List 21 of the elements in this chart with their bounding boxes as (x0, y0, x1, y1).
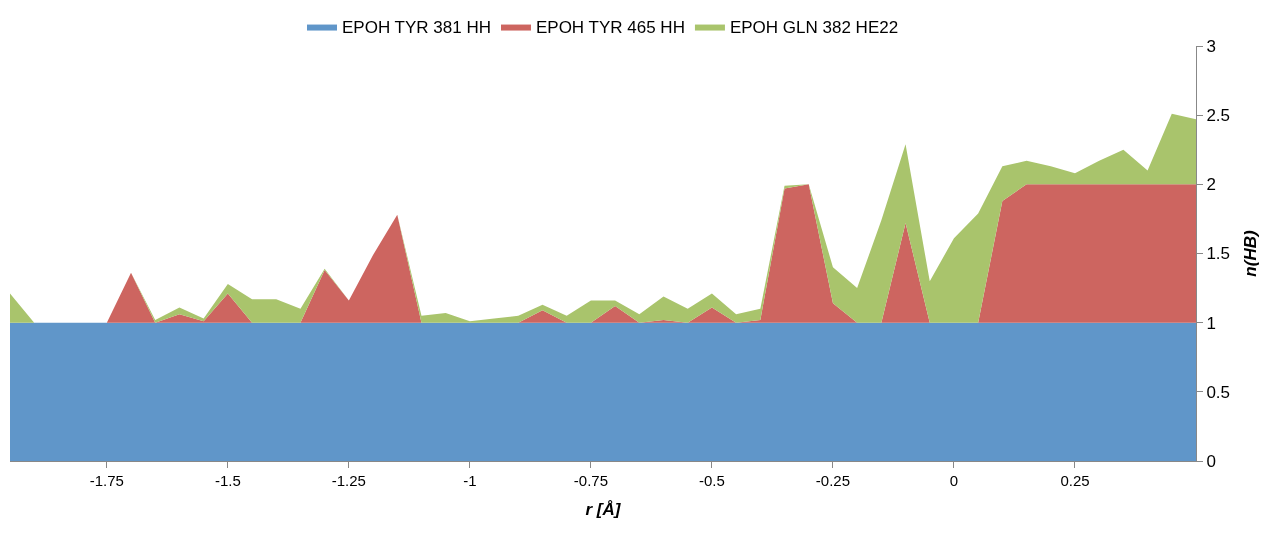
legend-label: EPOH TYR 465 HH (535, 18, 685, 38)
x-tick-label: -0.5 (698, 472, 725, 489)
x-tick-label: -1.25 (331, 472, 366, 489)
y-tick-label: 1 (1206, 313, 1216, 333)
y-tick-label: 0 (1206, 451, 1216, 471)
x-tick-label: -0.25 (815, 472, 851, 489)
y-tick-label: 2.5 (1206, 106, 1231, 126)
x-tick-label: 0 (949, 472, 959, 489)
legend-label: EPOH TYR 381 HH (342, 18, 491, 38)
x-tick-label: 0.25 (1060, 472, 1090, 489)
y-tick-label: 2 (1206, 175, 1216, 195)
x-axis-title: r [Å] (585, 500, 622, 520)
y-tick-label: 3 (1206, 36, 1216, 56)
y-tick-label: 0.5 (1206, 382, 1231, 402)
legend-label: EPOH GLN 382 HE22 (729, 18, 899, 38)
x-tick-label: -1 (463, 472, 477, 489)
x-tick-label: -1.5 (214, 472, 241, 489)
y-tick-label: 1.5 (1206, 244, 1231, 264)
x-tick-label: -0.75 (573, 472, 608, 489)
x-tick-label: -1.75 (89, 472, 124, 489)
y-axis-title: n(HB) (1241, 230, 1261, 277)
